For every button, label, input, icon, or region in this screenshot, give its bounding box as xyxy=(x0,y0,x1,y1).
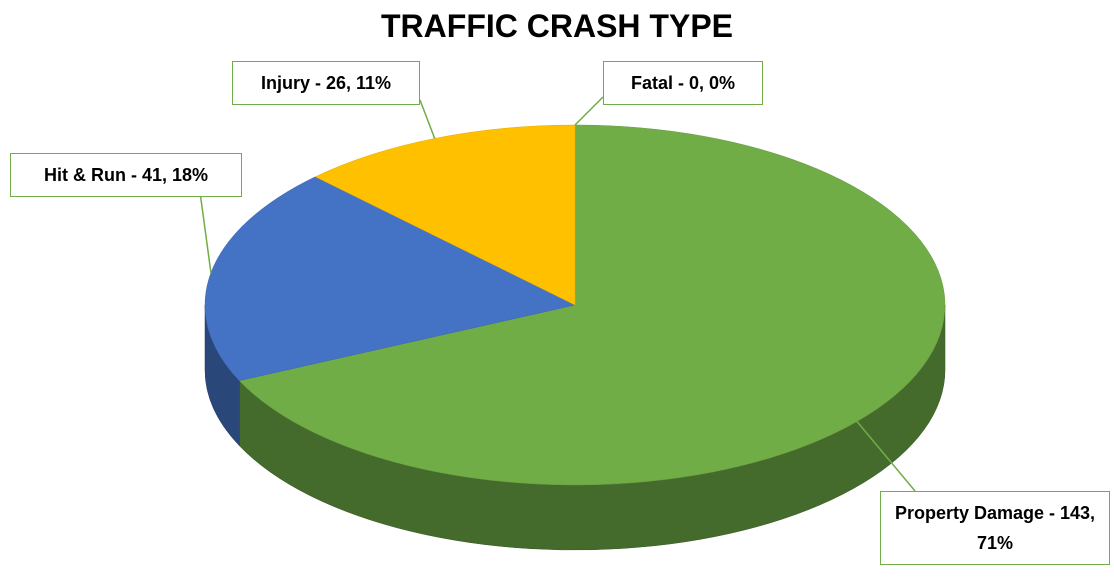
chart-title: TRAFFIC CRASH TYPE xyxy=(381,8,733,44)
data-label: Hit & Run - 41, 18% xyxy=(10,153,242,197)
leader-line xyxy=(823,382,916,492)
pie-slice xyxy=(238,124,946,486)
pie-slice xyxy=(204,176,576,381)
data-label: Injury - 26, 11% xyxy=(232,61,420,105)
leader-line xyxy=(199,191,212,273)
data-label: Fatal - 0, 0% xyxy=(603,61,763,105)
leader-line xyxy=(419,99,436,139)
leader-line xyxy=(574,96,604,126)
data-label: Property Damage - 143, 71% xyxy=(880,491,1110,565)
